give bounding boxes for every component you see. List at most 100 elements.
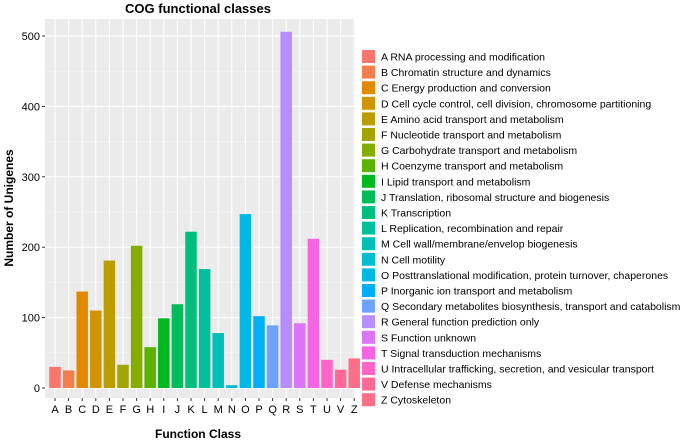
legend-swatch-G (362, 143, 375, 157)
legend-swatch-F (362, 128, 375, 141)
bar-T (307, 238, 320, 388)
legend-swatch-P (362, 284, 375, 297)
legend-swatch-B (362, 65, 375, 79)
x-tick-label: J (175, 404, 181, 416)
legend-label-L: L Replication, recombination and repair (381, 223, 564, 235)
x-tick-label: B (65, 404, 72, 416)
legend-swatch-K (362, 206, 375, 219)
bar-C (76, 291, 88, 388)
legend-swatch-A (362, 50, 375, 63)
legend-swatch-I (362, 174, 375, 188)
legend-swatch-V (362, 377, 375, 391)
legend-swatch-T (362, 346, 375, 360)
bar-Z (348, 358, 360, 388)
legend-swatch-Z (362, 393, 375, 407)
bar-E (103, 260, 116, 388)
y-axis: 0 100 200 300 400 500 (22, 31, 45, 395)
x-tick-label: Z (351, 404, 358, 416)
legend-label-R: R General function prediction only (381, 317, 540, 329)
legend-label-S: S Function unknown (381, 332, 476, 344)
y-tick-label: 0 (34, 383, 40, 395)
y-tick-label: 300 (22, 172, 40, 184)
legend-label-V: V Defense mechanisms (381, 379, 492, 391)
legend-label-C: C Energy production and conversion (381, 83, 551, 95)
bar-M (212, 333, 224, 388)
bar-N (226, 385, 238, 388)
legend-label-F: F Nucleotide transport and metabolism (381, 130, 562, 142)
legend-label-Z: Z Cytoskeleton (381, 395, 451, 407)
legend-label-B: B Chromatin structure and dynamics (381, 67, 551, 79)
y-tick-label: 500 (22, 31, 40, 43)
legend-label-D: D Cell cycle control, cell division, chr… (381, 98, 651, 110)
bar-D (90, 310, 102, 388)
x-tick-label: K (187, 404, 195, 416)
bar-G (130, 245, 143, 388)
bar-F (117, 364, 129, 388)
legend: A RNA processing and modification B Chrom… (362, 50, 681, 407)
bar-H (144, 347, 156, 388)
x-tick-label: I (162, 404, 165, 416)
bar-K (185, 231, 197, 388)
bar-V (334, 369, 347, 388)
bar-L (198, 269, 211, 388)
legend-label-A: A RNA processing and modification (381, 52, 545, 64)
x-tick-label: A (51, 404, 59, 416)
legend-swatch-J (362, 190, 375, 204)
legend-swatch-R (362, 315, 375, 329)
x-tick-label: C (78, 404, 86, 416)
x-tick-label: O (241, 404, 250, 416)
legend-label-Q: Q Secondary metabolites biosynthesis, tr… (381, 301, 681, 313)
legend-label-M: M Cell wall/membrane/envelop biogenesis (381, 239, 578, 251)
legend-label-N: N Cell motility (381, 254, 446, 266)
bar-A (49, 366, 61, 388)
legend-swatch-U (362, 362, 375, 375)
legend-label-O: O Posttranslational modification, protei… (381, 270, 668, 282)
legend-label-H: H Coenzyme transport and metabolism (381, 161, 563, 173)
legend-swatch-L (362, 221, 375, 235)
x-tick-label: E (106, 404, 113, 416)
y-axis-title: Number of Unigenes (2, 149, 16, 267)
x-axis-title: Function Class (155, 427, 241, 441)
legend-swatch-M (362, 237, 375, 251)
legend-label-G: G Carbohydrate transport and metabolism (381, 145, 577, 157)
legend-swatch-C (362, 81, 375, 95)
legend-swatch-O (362, 268, 375, 282)
bar-U (321, 359, 333, 388)
x-tick-label: S (296, 404, 303, 416)
legend-label-U: U Intracellular trafficking, secretion, … (381, 364, 654, 376)
legend-swatch-D (362, 96, 375, 110)
bar-Q (266, 325, 279, 388)
bar-B (62, 370, 75, 388)
legend-label-P: P Inorganic ion transport and metabolism (381, 286, 572, 298)
bar-P (253, 316, 265, 388)
x-tick-label: T (310, 404, 317, 416)
legend-swatch-H (362, 159, 375, 173)
x-tick-label: M (214, 404, 223, 416)
x-tick-label: L (202, 404, 208, 416)
legend-swatch-S (362, 330, 375, 344)
bar-S (294, 323, 306, 388)
legend-swatch-E (362, 112, 375, 126)
x-tick-label: R (282, 404, 290, 416)
x-tick-label: N (228, 404, 236, 416)
y-tick-label: 100 (22, 313, 40, 325)
x-tick-label: F (120, 404, 127, 416)
x-tick-label: V (337, 404, 345, 416)
chart-title: COG functional classes (125, 1, 271, 16)
x-tick-label: Q (268, 404, 277, 416)
x-tick-label: P (255, 404, 262, 416)
legend-label-K: K Transcription (381, 208, 451, 220)
y-tick-label: 200 (22, 242, 40, 254)
x-tick-label: H (146, 404, 154, 416)
x-tick-label: U (323, 404, 331, 416)
legend-swatch-N (362, 252, 375, 266)
bar-I (158, 318, 170, 388)
legend-swatch-Q (362, 299, 375, 313)
legend-label-T: T Signal transduction mechanisms (381, 348, 541, 360)
bar-J (171, 304, 184, 388)
bars (49, 31, 360, 388)
x-tick-label: G (132, 404, 141, 416)
legend-label-J: J Translation, ribosomal structure and b… (381, 192, 609, 204)
